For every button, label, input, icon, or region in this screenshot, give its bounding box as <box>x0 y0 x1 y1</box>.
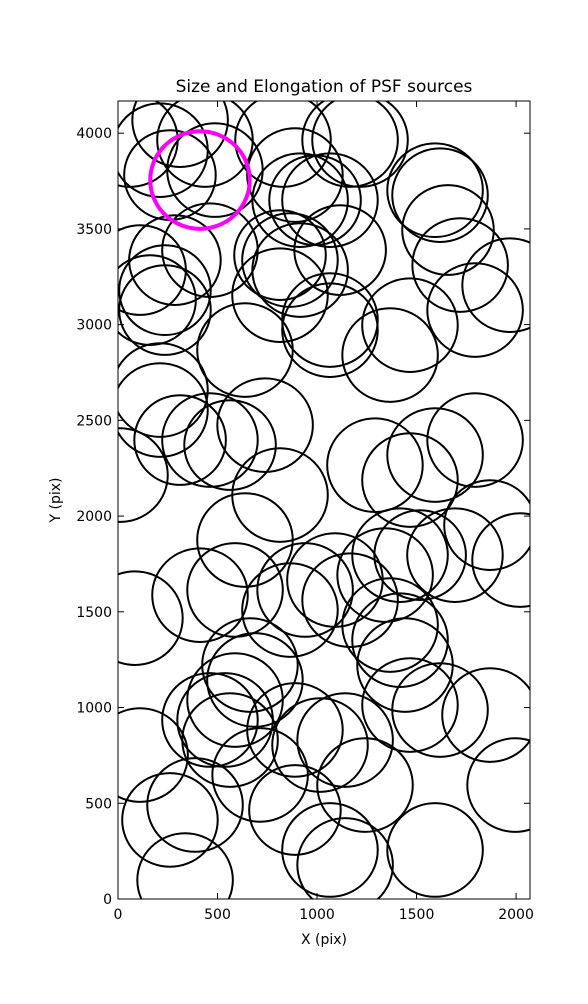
source-ellipse <box>161 392 259 488</box>
source-ellipse <box>186 652 284 748</box>
source-ellipse <box>461 237 530 333</box>
y-tick-label: 1500 <box>76 605 112 621</box>
source-ellipse <box>281 802 379 898</box>
highlight-ellipse <box>148 129 252 231</box>
source-ellipse <box>118 342 209 438</box>
source-ellipse <box>361 657 459 753</box>
x-axis-label: X (pix) <box>301 932 347 948</box>
source-ellipse <box>341 577 439 673</box>
y-axis-label: Y (pix) <box>48 478 64 524</box>
source-ellipse <box>386 142 484 239</box>
source-ellipse <box>251 152 349 248</box>
y-tick-label: 2500 <box>76 413 112 429</box>
source-ellipse <box>443 479 530 571</box>
source-ellipse <box>181 692 279 788</box>
y-tick-label: 500 <box>85 796 112 812</box>
plot-area <box>118 101 530 899</box>
source-ellipse <box>406 507 504 603</box>
source-ellipse <box>256 542 354 638</box>
source-ellipse <box>251 222 349 318</box>
source-ellipse <box>196 492 294 588</box>
x-tick-label: 2000 <box>498 907 534 923</box>
x-tick-label: 1000 <box>299 907 335 923</box>
y-tick-label: 3500 <box>76 222 112 238</box>
source-ellipse <box>351 592 449 688</box>
source-ellipse <box>161 672 259 768</box>
x-tick-label: 500 <box>204 907 231 923</box>
source-ellipse <box>351 507 449 603</box>
source-ellipse <box>471 512 530 608</box>
source-ellipse <box>118 570 184 666</box>
source-ellipse <box>426 392 524 488</box>
source-ellipse <box>361 277 459 374</box>
source-ellipse <box>206 632 304 728</box>
source-ellipse <box>216 377 314 473</box>
source-ellipse <box>426 262 524 358</box>
source-ellipse <box>296 692 394 788</box>
source-ellipse <box>361 432 459 528</box>
source-ellipse <box>391 147 489 244</box>
source-ellipse <box>241 562 339 658</box>
source-ellipse <box>296 817 394 899</box>
source-ellipse <box>121 772 219 868</box>
y-tick-label: 3000 <box>76 318 112 334</box>
source-ellipse <box>131 101 229 168</box>
source-ellipse <box>231 247 329 343</box>
y-tick-label: 2000 <box>76 509 112 525</box>
source-ellipse <box>196 302 294 398</box>
source-ellipse <box>391 662 489 758</box>
x-tick-label: 0 <box>114 907 123 923</box>
y-tick-label: 1000 <box>76 701 112 717</box>
source-ellipse <box>271 697 369 793</box>
source-ellipse <box>118 244 212 337</box>
y-tick-label: 0 <box>103 892 112 908</box>
source-ellipse <box>281 152 379 248</box>
axes-frame <box>117 100 531 900</box>
source-ellipse <box>118 427 169 523</box>
source-ellipse <box>241 212 339 308</box>
source-ellipse <box>301 552 399 648</box>
source-ellipse <box>386 407 484 503</box>
source-ellipse <box>386 802 484 898</box>
x-tick-label: 1500 <box>399 907 435 923</box>
source-ellipse <box>133 394 227 486</box>
source-ellipse <box>401 184 495 276</box>
source-ellipse <box>441 667 530 763</box>
chart-title: Size and Elongation of PSF sources <box>176 77 473 97</box>
source-ellipse <box>341 307 439 403</box>
source-ellipse <box>233 209 327 301</box>
source-ellipse <box>151 547 249 643</box>
source-ellipse <box>246 127 344 223</box>
source-ellipse <box>136 832 234 899</box>
source-ellipse <box>411 217 509 313</box>
source-ellipse <box>118 362 209 458</box>
source-ellipse <box>281 282 379 378</box>
source-ellipse <box>316 737 414 833</box>
source-ellipse <box>246 682 344 778</box>
source-ellipse <box>466 737 530 833</box>
source-ellipse <box>183 399 277 491</box>
source-ellipse <box>311 101 409 188</box>
source-ellipse <box>118 707 189 803</box>
y-tick-label: 4000 <box>76 126 112 142</box>
source-ellipse <box>248 764 342 856</box>
source-ellipse <box>146 757 244 853</box>
